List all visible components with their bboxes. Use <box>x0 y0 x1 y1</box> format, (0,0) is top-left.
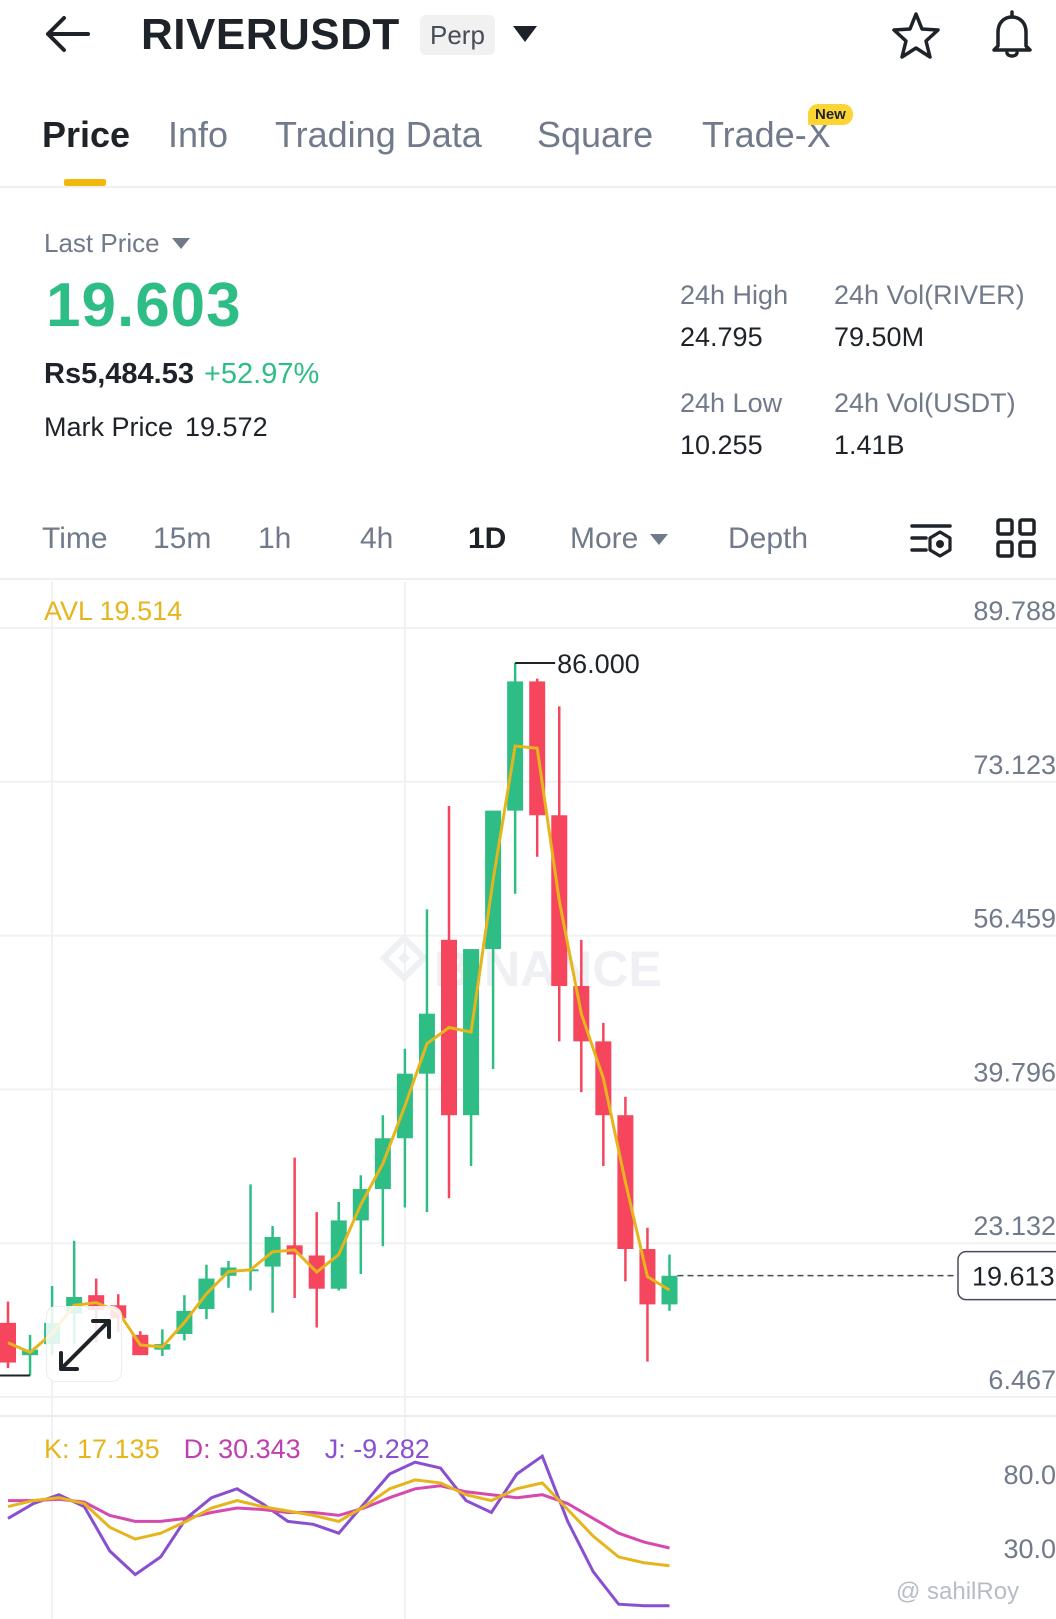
current-price-tag-box <box>957 1250 1056 1301</box>
low-24h-value: 10.255 <box>680 430 763 460</box>
interval-1h[interactable]: 1h <box>258 522 292 555</box>
kdj-k-line <box>7 1478 670 1568</box>
y-axis-tick-label: 6.467 <box>988 1365 1056 1395</box>
tab-price[interactable]: Price <box>42 114 131 155</box>
back-button[interactable] <box>40 10 96 58</box>
symbol-dropdown-caret[interactable] <box>510 22 540 46</box>
tab-info[interactable]: Info <box>168 114 229 155</box>
current-price-tag: 19.613 <box>972 1262 1055 1292</box>
vol-usdt-label: 24h Vol(USDT) <box>834 388 1016 418</box>
chart-canvas[interactable]: BINANCE 86.00010.25519.613 89.788 73.123 5… <box>0 582 1056 1619</box>
top-bar: RIVERUSDT Perp <box>0 0 1056 70</box>
tab-square[interactable]: Square <box>537 114 654 155</box>
kdj-j-label: J: -9.282 <box>324 1434 430 1464</box>
interval-bar: Time 15m 1h 4h 1D More Depth <box>0 500 1056 580</box>
price-chart[interactable]: BINANCE 86.00010.25519.613 89.788 73.123 5… <box>0 582 1056 1619</box>
kdj-d-line <box>8 1484 670 1550</box>
vol-usdt-value: 1.41B <box>834 430 905 460</box>
y-axis-tick-label: 56.459 <box>973 904 1056 934</box>
active-tab-indicator <box>64 179 106 186</box>
indicator-settings-icon <box>910 524 952 558</box>
bell-icon <box>992 10 1032 58</box>
price-change-percent: +52.97% <box>203 358 320 390</box>
last-price-value: 19.603 <box>46 271 242 340</box>
interval-time[interactable]: Time <box>42 522 108 555</box>
last-price-selector[interactable]: Last Price <box>44 228 190 259</box>
chart-labels: 86.00010.25519.613 <box>0 649 1056 1377</box>
kdj-axis-tick-label: 30.0 <box>1003 1534 1056 1564</box>
kdj-d-label: D: 30.343 <box>183 1434 301 1464</box>
interval-more[interactable]: More <box>570 522 669 556</box>
alert-button[interactable] <box>984 6 1040 62</box>
caret-down-icon <box>513 26 537 42</box>
y-axis-tick-label: 39.796 <box>973 1057 1056 1087</box>
main-tabs: Price Info Trading Data Square Trade-X <box>0 100 1056 188</box>
depth-tab[interactable]: Depth <box>728 522 809 555</box>
fiat-price-row: Rs5,484.53 +52.97% <box>44 358 319 391</box>
binance-watermark: BINANCE <box>379 933 662 997</box>
interval-1d[interactable]: 1D <box>468 522 507 555</box>
caret-down-icon <box>650 533 669 545</box>
symbol-title[interactable]: RIVERUSDT <box>141 10 400 59</box>
mark-price-label: Mark Price <box>44 412 174 442</box>
interval-more-label: More <box>570 522 639 555</box>
max-price-label: 86.000 <box>557 649 640 679</box>
mark-price-row: Mark Price 19.572 <box>44 412 268 443</box>
new-badge: New <box>808 104 853 125</box>
avl-label: AVL 19.514 <box>44 596 183 626</box>
candles <box>0 662 678 1376</box>
expand-arrows-icon <box>59 1319 111 1371</box>
kdj-indicator <box>7 1453 670 1608</box>
mark-price-value: 19.572 <box>185 412 268 442</box>
y-axis-tick-label: 89.788 <box>973 596 1056 626</box>
back-arrow-icon <box>46 16 90 52</box>
y-axis: 89.788 73.123 56.459 39.796 23.132 6.467 80.0 3… <box>973 596 1056 1564</box>
grid-icon <box>996 518 1036 558</box>
favorite-button[interactable] <box>888 8 944 64</box>
layout-grid-button[interactable] <box>996 518 1036 558</box>
tab-trading-data[interactable]: Trading Data <box>275 114 482 155</box>
interval-4h[interactable]: 4h <box>360 522 394 555</box>
y-axis-tick-label: 23.132 <box>973 1211 1056 1241</box>
high-24h-label: 24h High <box>680 280 789 310</box>
star-icon <box>892 12 940 59</box>
fiat-price: Rs5,484.53 <box>44 358 194 390</box>
kdj-axis-tick-label: 80.0 <box>1003 1460 1056 1490</box>
kdj-legend: K: 17.135 D: 30.343 J: -9.282 <box>44 1434 430 1465</box>
y-axis-tick-label: 73.123 <box>973 750 1056 780</box>
vol-river-label: 24h Vol(RIVER) <box>834 280 1025 310</box>
kdj-k-label: K: 17.135 <box>44 1434 160 1464</box>
interval-15m[interactable]: 15m <box>153 522 212 555</box>
indicator-settings-button[interactable] <box>910 518 954 562</box>
low-24h-label: 24h Low <box>680 388 783 418</box>
perp-badge: Perp <box>420 15 495 55</box>
high-24h-value: 24.795 <box>680 322 763 352</box>
last-price-label: Last Price <box>44 228 160 258</box>
fullscreen-button[interactable] <box>46 1306 122 1382</box>
caret-down-icon <box>171 238 190 249</box>
vol-river-value: 79.50M <box>834 322 925 352</box>
author-watermark: @ sahilRoy <box>896 1578 1020 1605</box>
kdj-j-line <box>7 1453 670 1608</box>
